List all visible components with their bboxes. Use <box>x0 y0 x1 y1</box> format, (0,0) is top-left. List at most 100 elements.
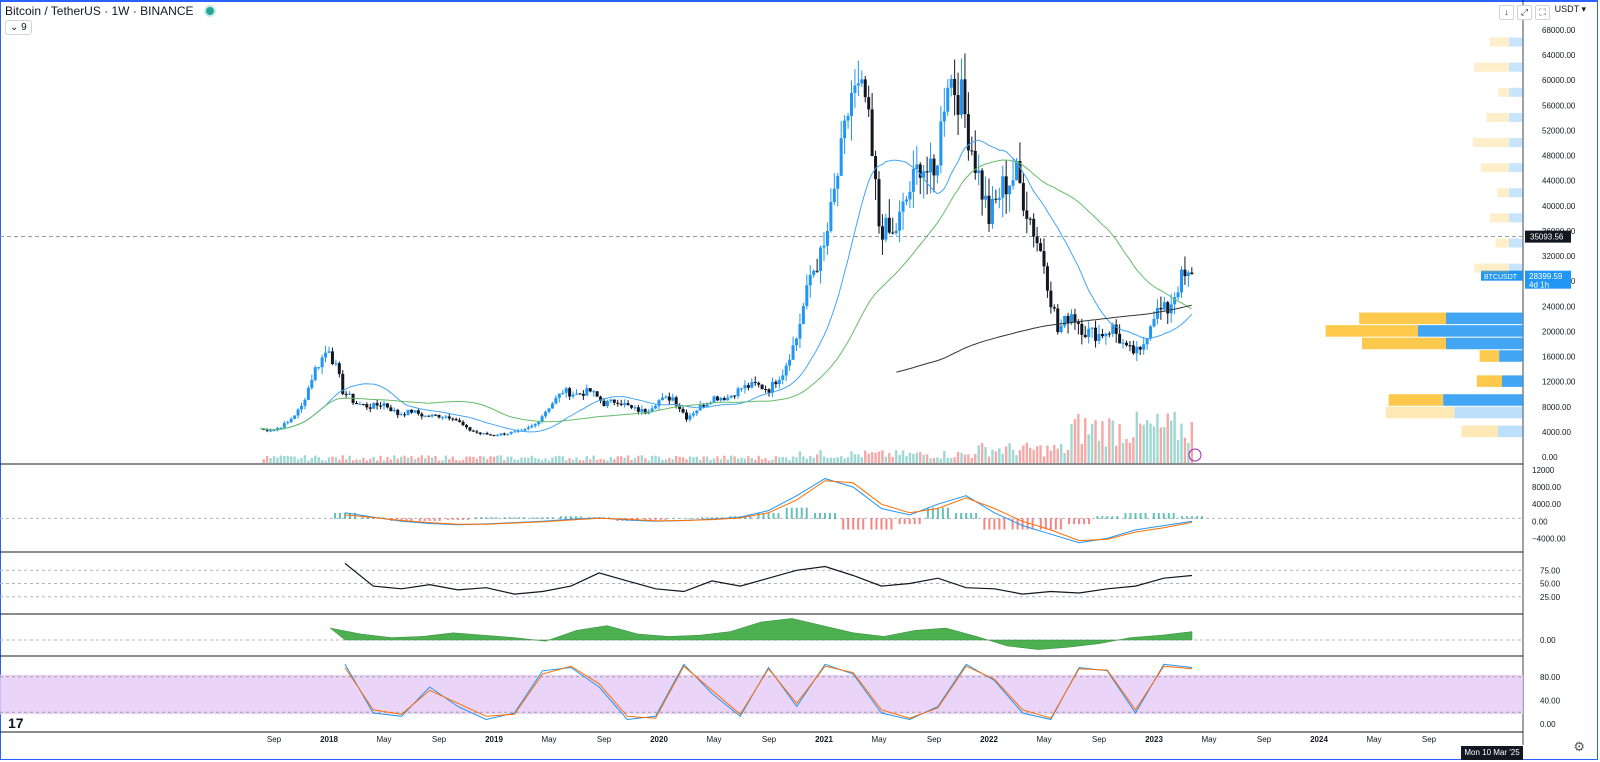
volume-bar <box>760 459 764 463</box>
time-tick-label: May <box>376 735 391 744</box>
macd-histogram-bar <box>495 517 498 519</box>
volume-bar <box>932 458 936 463</box>
candle-body <box>781 375 785 380</box>
candle-body <box>365 404 369 408</box>
candle-body <box>832 188 836 202</box>
volume-bar <box>372 456 375 463</box>
candle-body <box>1021 183 1025 211</box>
fullscreen-icon[interactable]: ⛶ <box>1535 5 1550 20</box>
expand-icon[interactable]: ⤢ <box>1517 5 1532 20</box>
volume-bar <box>1042 456 1046 463</box>
volume-bar <box>1004 446 1008 463</box>
candle-body <box>1176 292 1180 298</box>
candle-body <box>987 195 991 224</box>
rsi-axis-label: 75.00 <box>1540 566 1561 575</box>
settings-gear-icon[interactable]: ⚙ <box>1573 739 1585 754</box>
tradingview-logo-icon[interactable]: 17 <box>8 715 24 731</box>
ma-long-line <box>896 304 1192 373</box>
candle-body <box>822 245 826 248</box>
macd-histogram-bar <box>931 507 934 519</box>
volume-bar <box>688 456 692 463</box>
volume-bar <box>898 454 901 463</box>
macd-histogram-bar <box>749 516 752 519</box>
crosshair-price-box <box>1525 230 1571 243</box>
candle-body <box>935 165 939 176</box>
macd-histogram-bar <box>400 518 403 521</box>
alert-bolt-icon <box>1188 448 1202 462</box>
currency-select[interactable]: USDT ▾ <box>1554 4 1586 14</box>
volume-bar <box>454 460 458 463</box>
candle-body <box>819 247 823 271</box>
candle-body <box>1004 176 1008 195</box>
candle-body <box>379 405 383 407</box>
candle-body <box>678 405 682 409</box>
volume-bar <box>726 459 729 463</box>
macd-histogram-bar <box>1026 518 1029 530</box>
candle-body <box>640 409 644 412</box>
volume-bar <box>1118 423 1121 463</box>
candle-body <box>1152 318 1156 327</box>
volume-profile-bar-faint <box>1509 238 1523 248</box>
download-icon[interactable]: ↓ <box>1499 5 1514 20</box>
candle-body <box>949 78 953 88</box>
macd-histogram-bar <box>1039 518 1042 530</box>
candle-body <box>812 270 816 275</box>
candle-body <box>805 285 809 307</box>
volume-bar <box>998 448 1001 463</box>
volume-bar <box>369 458 372 463</box>
candle-body <box>650 408 654 412</box>
candle-body <box>1104 333 1108 337</box>
indicators-toggle[interactable]: ⌄ 9 <box>5 20 32 35</box>
candle-body <box>874 156 878 180</box>
volume-bar <box>1084 418 1087 463</box>
candle-body <box>361 404 365 406</box>
volume-bar <box>1056 448 1059 463</box>
rsi-line <box>344 562 1193 595</box>
volume-bar <box>320 460 324 463</box>
candle-body <box>389 407 393 412</box>
candle-body <box>619 403 623 405</box>
candle-body <box>915 164 919 169</box>
macd-histogram-bar <box>833 512 836 519</box>
volume-profile-bar-up <box>1446 312 1523 325</box>
macd-histogram-bar <box>1068 518 1071 525</box>
volume-bar <box>386 456 389 463</box>
candle-body <box>471 430 475 432</box>
volume-bar <box>595 459 599 463</box>
candle-body <box>973 150 977 174</box>
macd-histogram-bar <box>941 507 944 519</box>
macd-histogram-bar <box>1139 512 1142 519</box>
volume-bar <box>561 456 564 463</box>
volume-bar <box>1180 423 1183 463</box>
candle-body <box>798 323 802 339</box>
candle-body <box>1118 333 1122 344</box>
volume-bar <box>881 450 884 463</box>
volume-bar <box>441 460 444 463</box>
volume-bar <box>564 460 568 463</box>
candle-body <box>550 403 554 409</box>
macd-histogram-bar <box>523 517 526 519</box>
volume-bar <box>678 456 681 463</box>
candle-body <box>482 433 486 435</box>
candle-body <box>963 79 967 115</box>
time-tick-label: May <box>1366 735 1381 744</box>
macd-histogram-bar <box>744 516 747 519</box>
macd-histogram-bar <box>862 518 865 530</box>
candle-body <box>330 351 334 365</box>
macd-histogram-bar <box>446 518 449 520</box>
macd-histogram-bar <box>649 518 652 520</box>
macd-line <box>344 478 1193 544</box>
time-tick-label: 2020 <box>650 735 668 744</box>
volume-bar <box>833 457 836 463</box>
candle-body <box>1011 180 1015 186</box>
volume-bar <box>362 457 365 463</box>
candle-body <box>788 359 792 366</box>
time-tick-label: May <box>706 735 721 744</box>
volume-bar <box>547 460 551 463</box>
volume-bar <box>1121 442 1125 463</box>
macd-histogram-bar <box>362 517 365 519</box>
candle-body <box>932 158 936 176</box>
candle-body <box>310 380 314 388</box>
candle-body <box>475 431 479 433</box>
